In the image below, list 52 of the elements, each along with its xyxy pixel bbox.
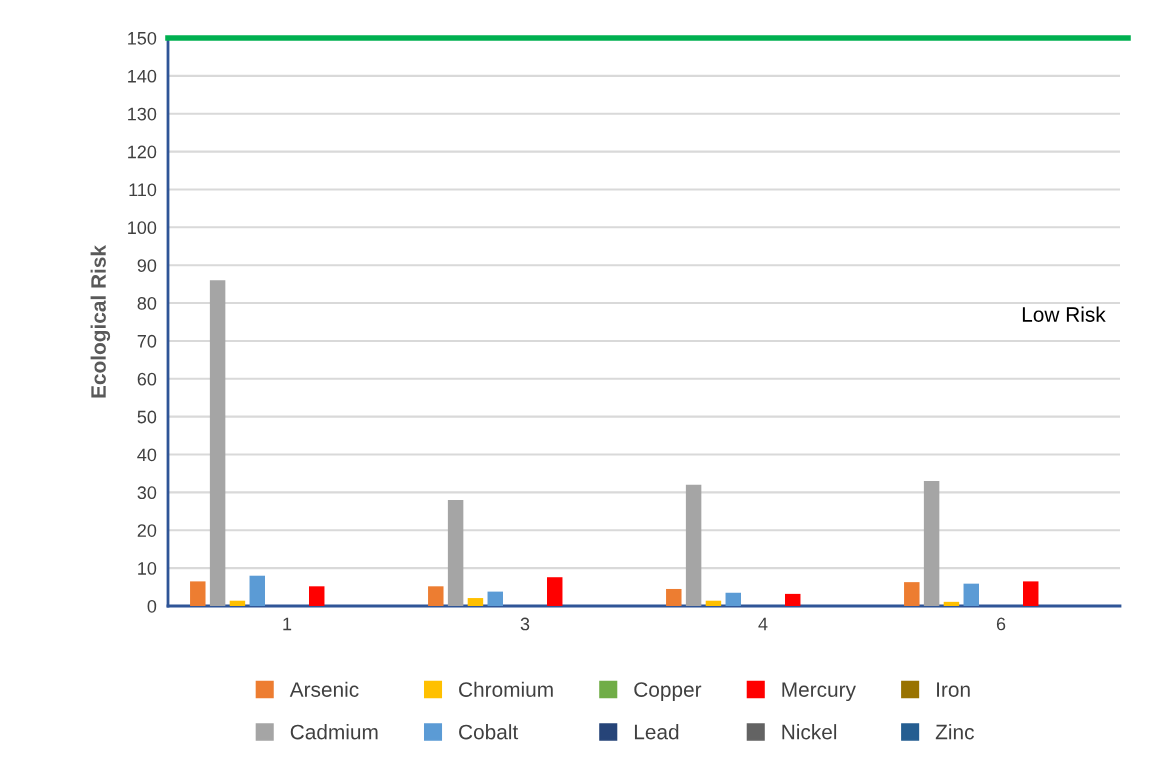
bar <box>487 591 503 606</box>
legend-label: Cadmium <box>290 724 378 740</box>
y-tick-label: 120 <box>128 145 157 159</box>
y-tick-label: 100 <box>128 221 157 235</box>
x-tick-label: 4 <box>758 617 768 631</box>
y-tick-label: 50 <box>137 410 157 424</box>
legend-label: Zinc <box>935 724 974 740</box>
bar <box>785 593 801 606</box>
y-tick-label: 20 <box>137 524 157 537</box>
bar <box>447 499 464 606</box>
bar <box>209 280 226 606</box>
x-tick-label: 6 <box>996 617 1006 631</box>
x-tick-label: 1 <box>283 617 292 631</box>
bar <box>229 600 246 606</box>
bar <box>249 575 265 606</box>
bar <box>547 577 563 606</box>
bar <box>904 582 920 606</box>
bar <box>725 592 741 606</box>
annotation: Low Risk <box>1022 306 1106 322</box>
y-tick-label: 80 <box>137 297 157 310</box>
y-tick-label: 40 <box>137 448 157 462</box>
legend-label: Cobalt <box>459 724 519 740</box>
bar <box>190 581 206 606</box>
y-tick-label: 110 <box>129 183 157 197</box>
y-tick-label: 30 <box>137 486 157 500</box>
y-tick-label: 60 <box>137 372 157 386</box>
y-axis-title: Ecological Risk <box>90 244 111 398</box>
legend-label: Mercury <box>782 682 856 702</box>
bar <box>705 600 722 606</box>
legend-label: Chromium <box>459 681 553 697</box>
bar <box>666 588 682 606</box>
y-tick-label: 70 <box>137 334 157 348</box>
y-tick-label: 140 <box>128 69 157 83</box>
y-tick-label: 150 <box>128 31 157 45</box>
bar <box>923 481 940 606</box>
y-tick-label: 90 <box>137 259 157 272</box>
bar <box>309 586 325 606</box>
y-tick-label: 130 <box>128 107 157 121</box>
bar <box>685 484 702 606</box>
legend-label: Iron <box>937 682 970 697</box>
legend-label: Nickel <box>782 724 837 740</box>
y-tick-label: 0 <box>147 599 157 613</box>
legend-label: Arsenic <box>289 681 359 697</box>
x-tick-label: 3 <box>520 617 530 631</box>
bar <box>963 583 979 606</box>
legend-label: Lead <box>634 724 679 740</box>
bar <box>1023 581 1039 606</box>
bar <box>428 586 444 606</box>
legend-label: Copper <box>634 682 702 702</box>
bar <box>943 601 960 606</box>
y-tick-label: 10 <box>138 562 157 575</box>
bar <box>467 598 484 606</box>
